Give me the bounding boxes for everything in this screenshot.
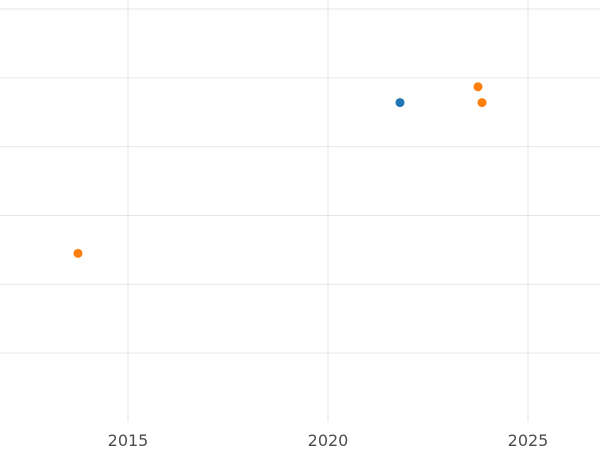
data-point-orange: [73, 248, 83, 258]
data-point-orange: [477, 98, 487, 108]
x-tick-label: 2025: [508, 431, 549, 450]
data-point-blue: [395, 98, 405, 108]
data-point-orange: [473, 82, 483, 92]
x-tick-label: 2015: [108, 431, 149, 450]
x-tick-label: 2020: [308, 431, 349, 450]
